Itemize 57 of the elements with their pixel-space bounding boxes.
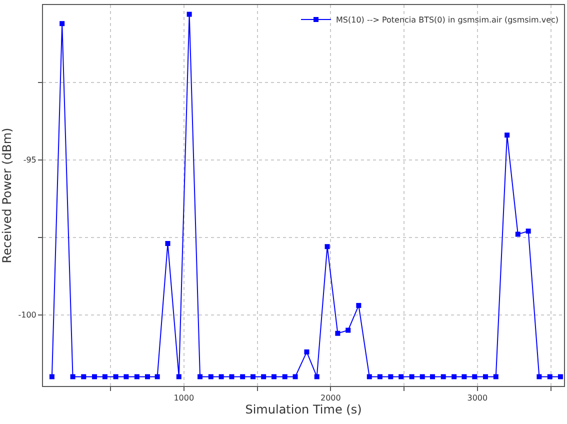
point (547, 374, 552, 380)
point (388, 374, 394, 380)
point (482, 374, 488, 380)
point (430, 374, 435, 380)
point (526, 228, 531, 234)
point (229, 374, 234, 380)
point (218, 374, 224, 380)
point (261, 374, 266, 380)
point (493, 374, 498, 380)
y-tick-label: -95 (23, 156, 36, 165)
point (154, 374, 160, 380)
x-tick-label: 3000 (467, 394, 488, 403)
point (102, 374, 108, 380)
point (134, 374, 140, 380)
point (240, 374, 246, 380)
point (60, 21, 65, 26)
point (335, 330, 340, 336)
point (198, 374, 203, 380)
point (165, 241, 170, 246)
point (377, 374, 382, 380)
y-axis-title: Received Power (dBm) (0, 128, 14, 264)
point (440, 374, 446, 380)
point (462, 374, 467, 380)
point (304, 349, 310, 354)
point (452, 374, 457, 380)
point (324, 244, 330, 250)
x-axis-title: Simulation Time (s) (245, 402, 362, 417)
x-tick-label: 2000 (320, 394, 341, 403)
point (124, 374, 129, 380)
point (292, 374, 298, 380)
point (558, 374, 563, 380)
point (70, 374, 76, 380)
point (186, 12, 192, 17)
point (282, 374, 288, 380)
point (420, 374, 425, 380)
x-tick-label: 1000 (174, 394, 194, 403)
point (515, 232, 520, 237)
point (144, 374, 150, 380)
point (208, 374, 214, 380)
point (92, 374, 98, 380)
legend-label: MS(10) --> Potencia BTS(0) in gsmsim.air (gsmsim.vec) (336, 16, 559, 25)
point (409, 374, 414, 380)
point (356, 302, 362, 308)
point (272, 374, 276, 380)
point (398, 374, 404, 380)
point (81, 374, 86, 380)
point (504, 132, 510, 138)
point (176, 374, 182, 380)
point (314, 374, 320, 380)
point (49, 374, 54, 380)
point (472, 374, 478, 380)
point (113, 374, 118, 380)
y-tick-label: -100 (18, 310, 36, 320)
point (366, 374, 372, 380)
point (346, 328, 351, 333)
point (536, 374, 542, 380)
point (250, 374, 256, 380)
